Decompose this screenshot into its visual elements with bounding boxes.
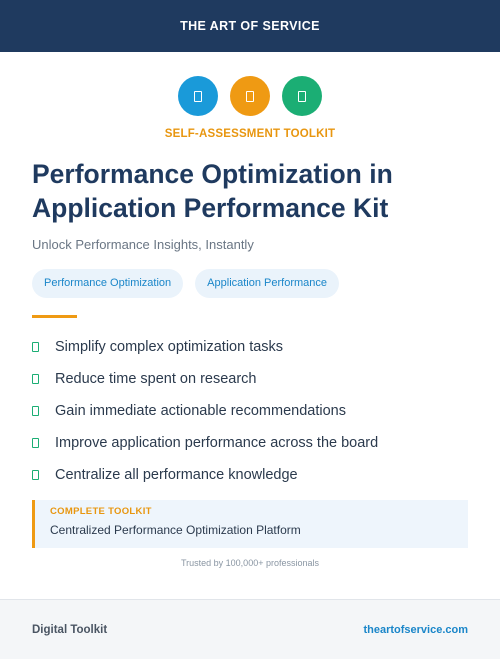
- website-link[interactable]: theartofservice.com: [363, 623, 468, 636]
- list-item: Reduce time spent on research: [32, 363, 472, 395]
- callout-text: Centralized Performance Optimization Pla…: [50, 523, 301, 537]
- list-item: Simplify complex optimization tasks: [32, 331, 472, 363]
- brand-name: THE ART OF SERVICE: [180, 19, 320, 33]
- list-item: Gain immediate actionable recommendation…: [32, 395, 472, 427]
- check-icon: [32, 406, 39, 416]
- tag-application-performance: Application Performance: [195, 269, 340, 298]
- icon-row: [0, 76, 500, 116]
- header-bar: THE ART OF SERVICE: [0, 0, 500, 52]
- tag-list: Performance Optimization Application Per…: [32, 269, 340, 298]
- trusted-note: Trusted by 100,000+ professionals: [180, 558, 319, 568]
- document-icon: [178, 76, 218, 116]
- benefit-text: Improve application performance across t…: [55, 435, 379, 451]
- tag-performance-optimization: Performance Optimization: [32, 269, 184, 298]
- check-icon: [32, 438, 39, 448]
- accent-divider: [32, 315, 77, 318]
- benefit-text: Reduce time spent on research: [55, 371, 257, 387]
- document-icon: [230, 76, 270, 116]
- benefit-text: Gain immediate actionable recommendation…: [55, 403, 346, 419]
- check-icon: [32, 470, 39, 480]
- toolkit-callout: COMPLETE TOOLKIT Centralized Performance…: [32, 500, 468, 548]
- benefit-list: Simplify complex optimization tasks Redu…: [32, 331, 472, 491]
- kicker-label: SELF-ASSESSMENT TOOLKIT: [164, 128, 336, 140]
- footer-label: Digital Toolkit: [32, 623, 108, 636]
- benefit-text: Centralize all performance knowledge: [55, 467, 298, 483]
- check-icon: [32, 374, 39, 384]
- subtitle: Unlock Performance Insights, Instantly: [32, 237, 254, 252]
- check-icon: [32, 342, 39, 352]
- document-icon: [282, 76, 322, 116]
- callout-label: COMPLETE TOOLKIT: [50, 506, 152, 517]
- list-item: Centralize all performance knowledge: [32, 459, 472, 491]
- list-item: Improve application performance across t…: [32, 427, 472, 459]
- footer-bar: Digital Toolkit theartofservice.com: [0, 599, 500, 659]
- page-title: Performance Optimization in Application …: [32, 159, 393, 223]
- benefit-text: Simplify complex optimization tasks: [55, 339, 284, 355]
